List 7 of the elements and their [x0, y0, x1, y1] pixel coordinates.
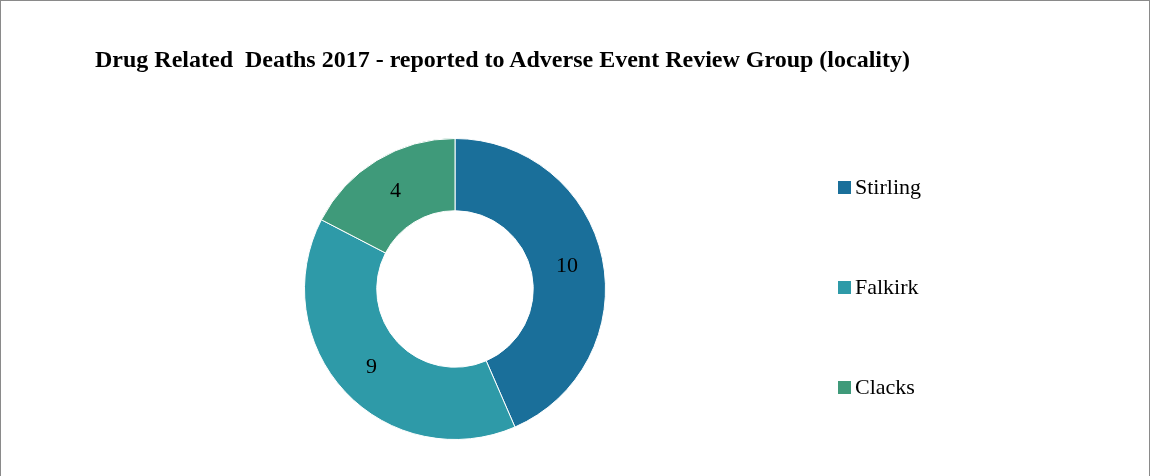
- chart-title: Drug Related Deaths 2017 - reported to Adverse Event Review Group (locality): [94, 45, 911, 74]
- data-label: 9: [365, 352, 377, 378]
- data-label: 4: [390, 177, 402, 203]
- data-label: 10: [555, 251, 578, 277]
- legend-label: Clacks: [855, 374, 915, 400]
- legend-label: Falkirk: [855, 274, 919, 300]
- legend-label: Stirling: [855, 174, 922, 200]
